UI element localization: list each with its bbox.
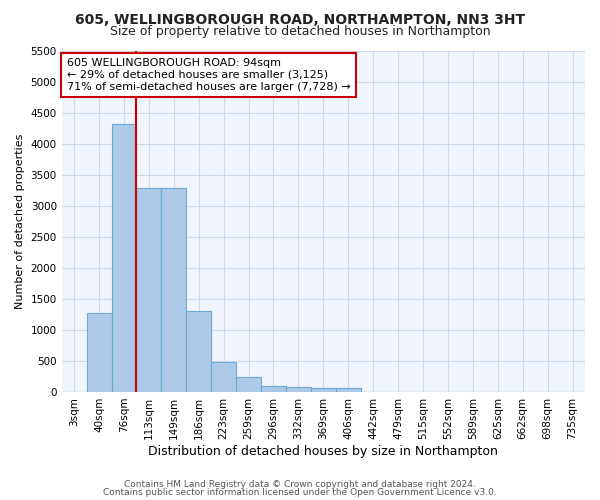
Text: Size of property relative to detached houses in Northampton: Size of property relative to detached ho… (110, 25, 490, 38)
Bar (136, 188, 161, 392)
Bar (236, 377, 261, 392)
Bar (112, 124, 136, 392)
Bar (286, 387, 311, 392)
Bar (86, 314, 112, 392)
X-axis label: Distribution of detached houses by size in Northampton: Distribution of detached houses by size … (148, 444, 498, 458)
Text: Contains HM Land Registry data © Crown copyright and database right 2024.: Contains HM Land Registry data © Crown c… (124, 480, 476, 489)
Text: 605, WELLINGBOROUGH ROAD, NORTHAMPTON, NN3 3HT: 605, WELLINGBOROUGH ROAD, NORTHAMPTON, N… (75, 12, 525, 26)
Y-axis label: Number of detached properties: Number of detached properties (15, 134, 25, 310)
Bar (161, 188, 186, 392)
Bar (261, 386, 286, 392)
Text: 605 WELLINGBOROUGH ROAD: 94sqm
← 29% of detached houses are smaller (3,125)
71% : 605 WELLINGBOROUGH ROAD: 94sqm ← 29% of … (67, 58, 350, 92)
Bar (211, 362, 236, 392)
Bar (311, 388, 336, 392)
Text: Contains public sector information licensed under the Open Government Licence v3: Contains public sector information licen… (103, 488, 497, 497)
Bar (336, 388, 361, 392)
Bar (186, 312, 211, 392)
